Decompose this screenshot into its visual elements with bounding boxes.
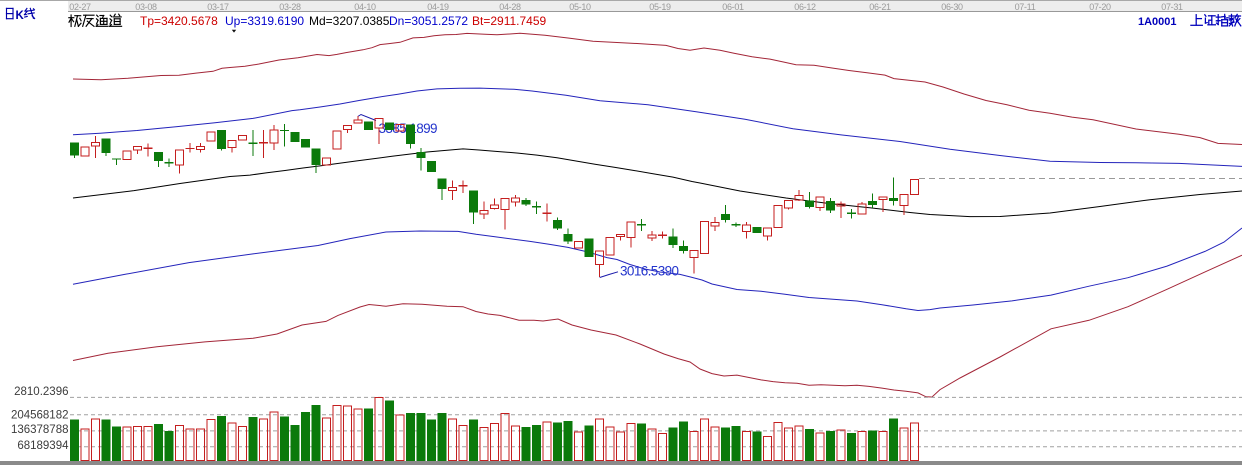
- svg-text:2810.2396: 2810.2396: [14, 386, 68, 398]
- svg-text:05-19: 05-19: [649, 2, 671, 12]
- svg-text:Up=3319.6190: Up=3319.6190: [225, 14, 304, 28]
- svg-text:Tp=3420.5678: Tp=3420.5678: [140, 14, 218, 28]
- svg-text:06-12: 06-12: [794, 2, 816, 12]
- svg-text:Md=3207.0385: Md=3207.0385: [309, 14, 390, 28]
- svg-text:02-27: 02-27: [69, 2, 91, 12]
- svg-text:03-28: 03-28: [279, 2, 301, 12]
- svg-text:05-10: 05-10: [569, 2, 591, 12]
- svg-text:1A0001: 1A0001: [1138, 16, 1177, 28]
- svg-text:04-19: 04-19: [427, 2, 449, 12]
- svg-text:06-01: 06-01: [722, 2, 744, 12]
- svg-text:Dn=3051.2572: Dn=3051.2572: [389, 14, 468, 28]
- svg-text:Bt=2911.7459: Bt=2911.7459: [472, 14, 547, 28]
- svg-text:K: K: [16, 10, 25, 22]
- svg-text:204568182: 204568182: [11, 410, 69, 422]
- svg-text:3016.5390: 3016.5390: [620, 264, 679, 279]
- svg-text:03-08: 03-08: [135, 2, 157, 12]
- svg-text:06-30: 06-30: [941, 2, 963, 12]
- svg-text:03-17: 03-17: [207, 2, 229, 12]
- svg-text:07-11: 07-11: [1015, 2, 1036, 12]
- svg-text:06-21: 06-21: [869, 2, 891, 12]
- svg-text:136378788: 136378788: [11, 424, 69, 436]
- svg-text:07-20: 07-20: [1089, 2, 1111, 12]
- svg-text:04-28: 04-28: [499, 2, 521, 12]
- svg-text:07-31: 07-31: [1161, 2, 1183, 12]
- svg-text:68189394: 68189394: [17, 440, 69, 452]
- svg-text:04-10: 04-10: [354, 2, 376, 12]
